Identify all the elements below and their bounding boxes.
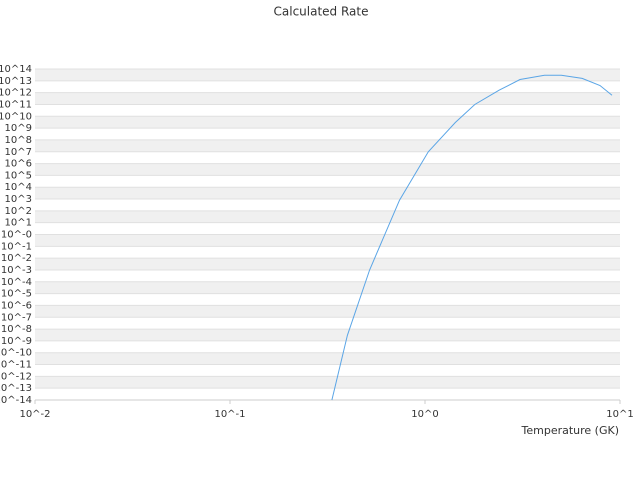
y-tick-label: 10^-7 (1, 312, 32, 323)
y-tick-label: 10^-5 (1, 289, 32, 300)
grid-band (35, 234, 620, 247)
y-tick-label: 10^-11 (0, 360, 32, 371)
y-tick-label: 10^-14 (0, 395, 32, 406)
y-tick-label: 10^13 (0, 76, 32, 87)
y-tick-label: 10^-1 (1, 241, 32, 252)
y-tick-label: 10^-8 (1, 324, 32, 335)
grid-band (35, 352, 620, 365)
y-tick-label: 10^10 (0, 111, 32, 122)
y-tick-label: 10^11 (0, 99, 32, 110)
y-tick-label: 10^1 (5, 218, 32, 229)
y-tick-label: 10^-6 (1, 300, 32, 311)
y-tick-label: 10^6 (5, 159, 32, 170)
y-tick-label: 10^-12 (0, 371, 32, 382)
y-tick-label: 10^3 (5, 194, 32, 205)
line (331, 74, 613, 401)
grid-band (35, 69, 620, 81)
grid-band (35, 139, 620, 152)
y-tick-label: 10^-9 (1, 336, 32, 347)
x-tick-label: 10^0 (411, 409, 438, 420)
y-tick-label: 10^8 (5, 135, 32, 146)
chart-title: Calculated Rate (274, 5, 369, 19)
grid-band (35, 281, 620, 294)
grid-band (35, 258, 620, 270)
y-tick-label: 10^9 (5, 123, 32, 134)
grid-band (35, 376, 620, 389)
x-axis-label: Temperature (GK) (521, 424, 620, 437)
y-tick-label: 10^-3 (1, 265, 32, 276)
y-tick-label: 10^7 (5, 147, 32, 158)
y-tick-label: 10^-2 (1, 253, 32, 264)
y-tick-label: 10^14 (0, 64, 32, 75)
grid-band (35, 92, 620, 105)
x-tick-label: 10^1 (606, 409, 633, 420)
x-tick-label: 10^-1 (214, 409, 245, 420)
y-tick-label: 10^-10 (0, 348, 32, 359)
grid-band (35, 187, 620, 200)
grid-band (35, 305, 620, 318)
y-tick-label: 10^-0 (1, 230, 32, 241)
y-tick-label: 10^5 (5, 170, 32, 181)
y-tick-label: 10^12 (0, 88, 32, 99)
x-tick-label: 10^-2 (19, 409, 50, 420)
grid-band (35, 210, 620, 223)
y-tick-label: 10^-13 (0, 383, 32, 394)
y-tick-label: 10^2 (5, 206, 32, 217)
y-tick-label: 10^-4 (1, 277, 32, 288)
y-tick-label: 10^4 (5, 182, 32, 193)
grid-band (35, 163, 620, 176)
grid-band (35, 116, 620, 129)
grid-band (35, 329, 620, 341)
